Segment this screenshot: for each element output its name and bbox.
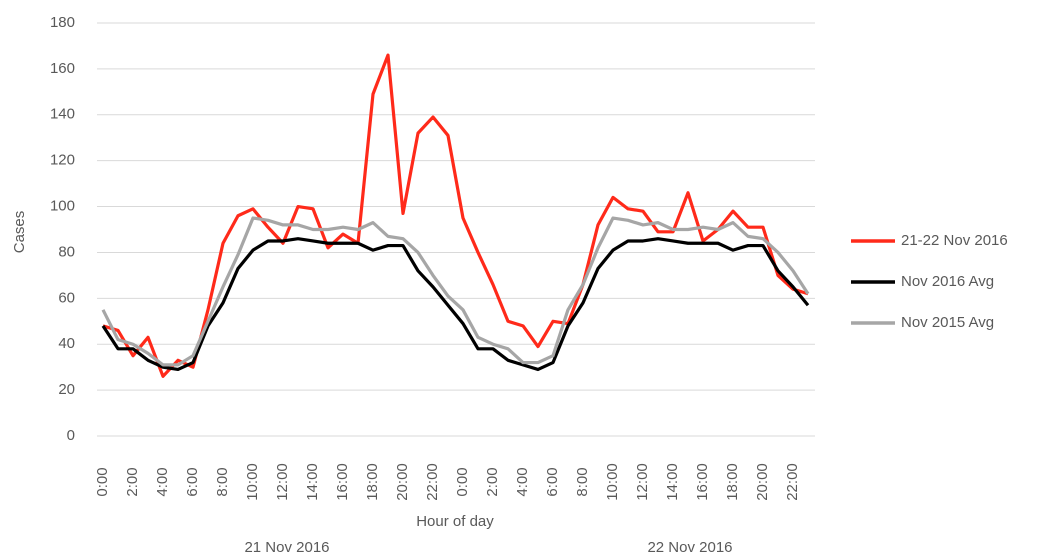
x-tick-label: 18:00 (724, 463, 741, 501)
x-tick-label: 12:00 (274, 463, 291, 501)
y-tick-label: 100 (50, 198, 75, 215)
x-tick-label: 22:00 (784, 463, 801, 501)
y-tick-label: 80 (58, 243, 75, 260)
x-tick-label: 10:00 (244, 463, 261, 501)
y-tick-label: 140 (50, 106, 75, 123)
y-tick-label: 0 (67, 427, 75, 444)
legend-label: Nov 2016 Avg (901, 273, 994, 290)
x-tick-label: 14:00 (304, 463, 321, 501)
x-tick-label: 20:00 (754, 463, 771, 501)
x-tick-label: 12:00 (634, 463, 651, 501)
legend-label: Nov 2015 Avg (901, 314, 994, 331)
x-tick-label: 8:00 (214, 467, 231, 496)
y-axis-label: Cases (11, 211, 28, 254)
x-tick-label: 4:00 (154, 467, 171, 496)
x-tick-label: 22:00 (424, 463, 441, 501)
y-tick-label: 180 (50, 14, 75, 31)
group-label: 22 Nov 2016 (647, 539, 732, 556)
x-axis-label: Hour of day (416, 513, 494, 530)
y-tick-label: 120 (50, 152, 75, 169)
x-tick-label: 2:00 (484, 467, 501, 496)
legend-label: 21-22 Nov 2016 (901, 232, 1008, 249)
x-tick-label: 14:00 (664, 463, 681, 501)
y-tick-label: 20 (58, 381, 75, 398)
x-tick-label: 0:00 (454, 467, 471, 496)
x-tick-label: 18:00 (364, 463, 381, 501)
x-tick-label: 16:00 (694, 463, 711, 501)
x-tick-label: 20:00 (394, 463, 411, 501)
x-tick-label: 16:00 (334, 463, 351, 501)
x-tick-label: 8:00 (574, 467, 591, 496)
y-tick-label: 160 (50, 60, 75, 77)
series-line (101, 237, 810, 372)
y-tick-label: 40 (58, 335, 75, 352)
x-tick-label: 4:00 (514, 467, 531, 496)
x-tick-label: 2:00 (124, 467, 141, 496)
x-tick-label: 6:00 (184, 467, 201, 496)
group-label: 21 Nov 2016 (244, 539, 329, 556)
x-tick-label: 0:00 (94, 467, 111, 496)
series-line (101, 216, 810, 367)
x-tick-label: 10:00 (604, 463, 621, 501)
series-line (102, 53, 809, 378)
y-tick-label: 60 (58, 289, 75, 306)
x-tick-label: 6:00 (544, 467, 561, 496)
